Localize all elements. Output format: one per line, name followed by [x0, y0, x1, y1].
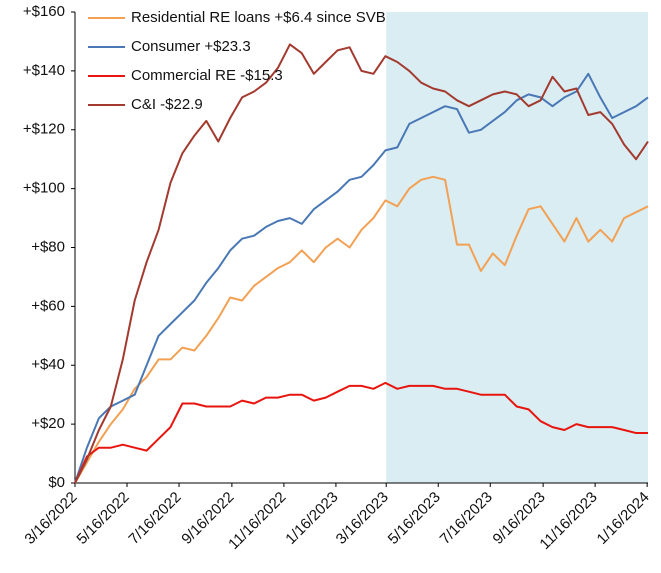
series-line	[74, 381, 648, 484]
legend-label: Commercial RE -$15.3	[131, 67, 283, 84]
legend-label: Consumer +$23.3	[131, 38, 251, 55]
x-tick-label: 1/16/2023	[282, 489, 341, 548]
y-tick-label: +$40	[31, 356, 65, 373]
x-tick-label: 5/16/2023	[385, 489, 444, 548]
series-line	[74, 175, 649, 484]
shaded-period	[386, 12, 648, 483]
x-tick-label: 5/16/2022	[73, 489, 132, 548]
series-line	[74, 43, 649, 484]
y-tick-label: $0	[48, 474, 65, 491]
legend-label: Residential RE loans +$6.4 since SVB	[131, 9, 386, 26]
x-tick-label: 1/16/2024	[594, 489, 653, 548]
y-tick-label: +$140	[23, 62, 65, 79]
y-tick-label: +$20	[31, 415, 65, 432]
legend-label: C&I -$22.9	[131, 96, 203, 113]
y-tick-label: +$100	[23, 180, 65, 197]
x-tick-label: 3/16/2022	[21, 489, 80, 548]
y-tick-label: +$160	[23, 3, 65, 20]
y-tick-label: +$80	[31, 238, 65, 255]
series-line	[74, 72, 649, 484]
y-tick-label: +$120	[23, 121, 65, 138]
x-tick-label: 7/16/2023	[437, 489, 496, 548]
y-tick-label: +$60	[31, 297, 65, 314]
x-tick-label: 3/16/2023	[333, 489, 392, 548]
x-tick-label: 7/16/2022	[125, 489, 184, 548]
